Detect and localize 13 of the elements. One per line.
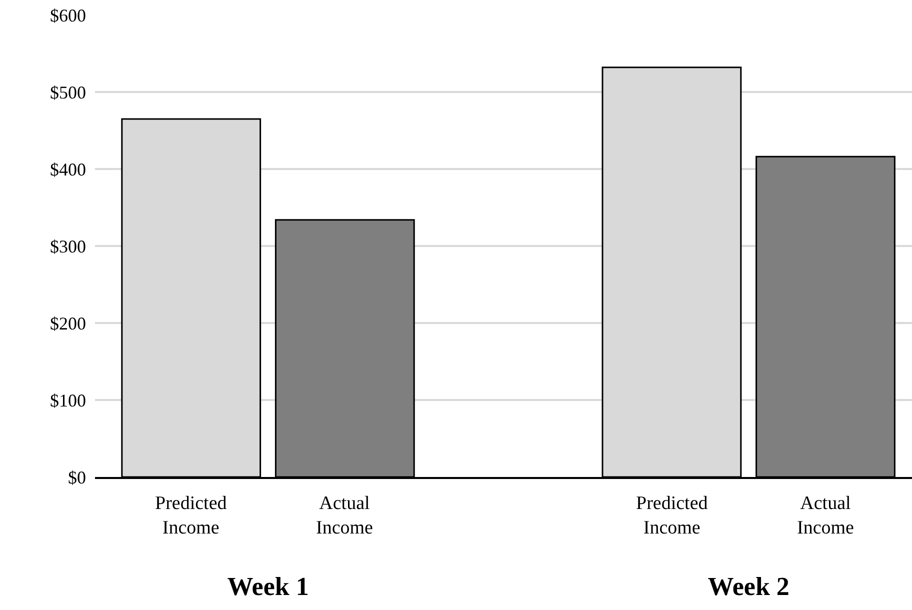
text: Predicted Income <box>636 493 708 539</box>
y-tick-label: $100 <box>50 390 86 410</box>
series-label: Actual Income <box>316 493 373 539</box>
text: Actual Income <box>797 493 854 539</box>
y-tick-label: $200 <box>50 313 86 334</box>
x-tick-label: Week 1 <box>227 572 309 601</box>
y-tick-label: $300 <box>50 236 86 256</box>
y-tick-label: $500 <box>50 82 86 102</box>
y-tick-label: $0 <box>68 467 86 488</box>
series-label: Predicted Income <box>155 493 228 539</box>
x-tick-label: Week 2 <box>708 572 790 601</box>
y-tick-label: $600 <box>50 5 86 26</box>
y-tick-label: $400 <box>50 159 86 180</box>
